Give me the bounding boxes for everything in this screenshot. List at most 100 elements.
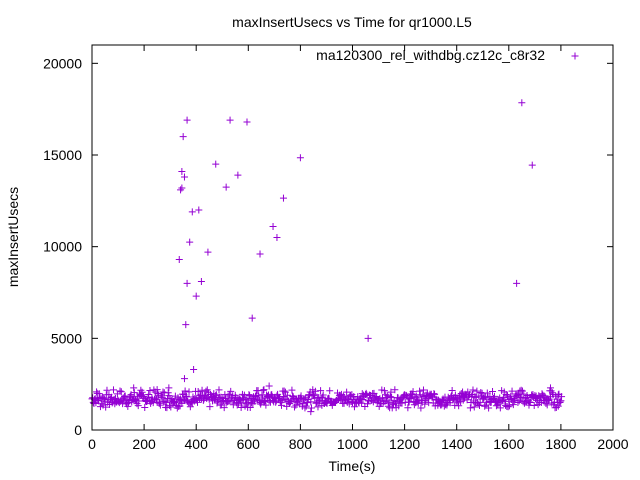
data-point xyxy=(233,401,241,409)
data-point xyxy=(310,390,318,398)
data-point xyxy=(403,392,411,400)
data-point xyxy=(319,391,327,399)
data-point xyxy=(153,386,161,394)
data-point xyxy=(183,116,191,124)
data-point xyxy=(181,387,189,395)
data-point xyxy=(280,387,288,395)
data-point xyxy=(177,186,185,194)
data-point xyxy=(256,250,264,258)
data-point xyxy=(517,386,525,394)
data-point xyxy=(518,99,526,107)
data-point xyxy=(180,173,188,181)
data-point xyxy=(261,398,269,406)
data-point xyxy=(93,389,101,397)
data-point xyxy=(179,133,187,141)
data-point xyxy=(145,390,153,398)
data-point xyxy=(288,386,296,394)
data-point xyxy=(185,388,193,396)
data-point xyxy=(182,392,190,400)
data-point xyxy=(134,402,142,410)
x-tick-label: 1600 xyxy=(493,436,524,452)
data-point xyxy=(347,391,355,399)
data-point xyxy=(416,387,424,395)
data-point xyxy=(236,395,244,403)
data-point xyxy=(509,401,517,409)
data-point xyxy=(124,402,132,410)
data-point xyxy=(141,404,149,412)
data-point xyxy=(470,403,478,411)
data-point xyxy=(520,390,528,398)
data-point xyxy=(384,402,392,410)
data-point xyxy=(508,387,516,395)
data-point xyxy=(304,398,312,406)
data-point xyxy=(363,400,371,408)
data-point xyxy=(364,334,372,342)
data-point xyxy=(455,402,463,410)
data-point xyxy=(165,392,173,400)
x-tick-label: 1200 xyxy=(389,436,420,452)
data-point xyxy=(265,397,273,405)
data-point xyxy=(451,391,459,399)
data-point xyxy=(530,402,538,410)
data-point xyxy=(117,388,125,396)
data-point xyxy=(159,388,167,396)
data-point xyxy=(222,183,230,191)
data-point xyxy=(115,399,123,407)
data-point xyxy=(406,395,414,403)
data-point xyxy=(481,402,489,410)
data-point xyxy=(190,366,198,373)
legend: ma120300_rel_withdbg.cz12c_c8r32 xyxy=(316,47,579,63)
data-point xyxy=(314,403,322,411)
data-point xyxy=(311,387,319,395)
data-point xyxy=(103,386,111,394)
data-point xyxy=(405,398,413,406)
data-points xyxy=(88,99,566,416)
data-point xyxy=(265,382,273,390)
data-point xyxy=(146,386,154,394)
data-point xyxy=(448,387,456,395)
data-point xyxy=(543,401,551,409)
legend-label: ma120300_rel_withdbg.cz12c_c8r32 xyxy=(316,47,545,63)
data-point xyxy=(307,408,315,416)
data-point xyxy=(302,402,310,410)
data-point xyxy=(246,403,254,411)
data-point xyxy=(518,387,526,395)
data-point xyxy=(526,399,534,407)
data-point xyxy=(194,388,202,396)
legend-marker xyxy=(571,52,579,60)
data-point xyxy=(409,388,417,396)
data-point xyxy=(238,399,246,407)
data-point xyxy=(178,168,186,175)
data-point xyxy=(206,403,214,411)
y-axis: 0 5000 10000 15000 20000 xyxy=(43,55,613,438)
data-point xyxy=(182,393,190,401)
data-point xyxy=(152,395,160,403)
data-point xyxy=(243,118,251,126)
data-point xyxy=(343,388,351,396)
data-point xyxy=(483,389,491,397)
x-axis: 0 200 400 600 800 1000 1200 1400 1600 1800 2000 xyxy=(88,45,629,452)
plot-frame xyxy=(91,44,614,431)
data-point xyxy=(307,398,315,406)
data-point xyxy=(556,398,564,406)
data-point xyxy=(385,398,393,406)
x-tick-label: 1400 xyxy=(441,436,472,452)
data-point xyxy=(414,396,422,404)
data-point xyxy=(259,386,267,394)
data-point xyxy=(130,384,138,392)
data-point xyxy=(504,403,512,411)
data-point xyxy=(188,208,196,216)
data-point xyxy=(317,387,325,395)
data-point xyxy=(269,223,277,230)
data-point xyxy=(528,161,536,169)
data-point xyxy=(246,392,254,400)
data-point xyxy=(220,404,228,412)
data-point xyxy=(431,390,439,398)
y-tick-label: 15000 xyxy=(43,147,82,163)
data-point xyxy=(502,391,510,399)
data-point xyxy=(358,399,366,407)
data-point xyxy=(273,234,281,241)
x-tick-label: 2000 xyxy=(597,436,628,452)
data-point xyxy=(323,399,331,407)
